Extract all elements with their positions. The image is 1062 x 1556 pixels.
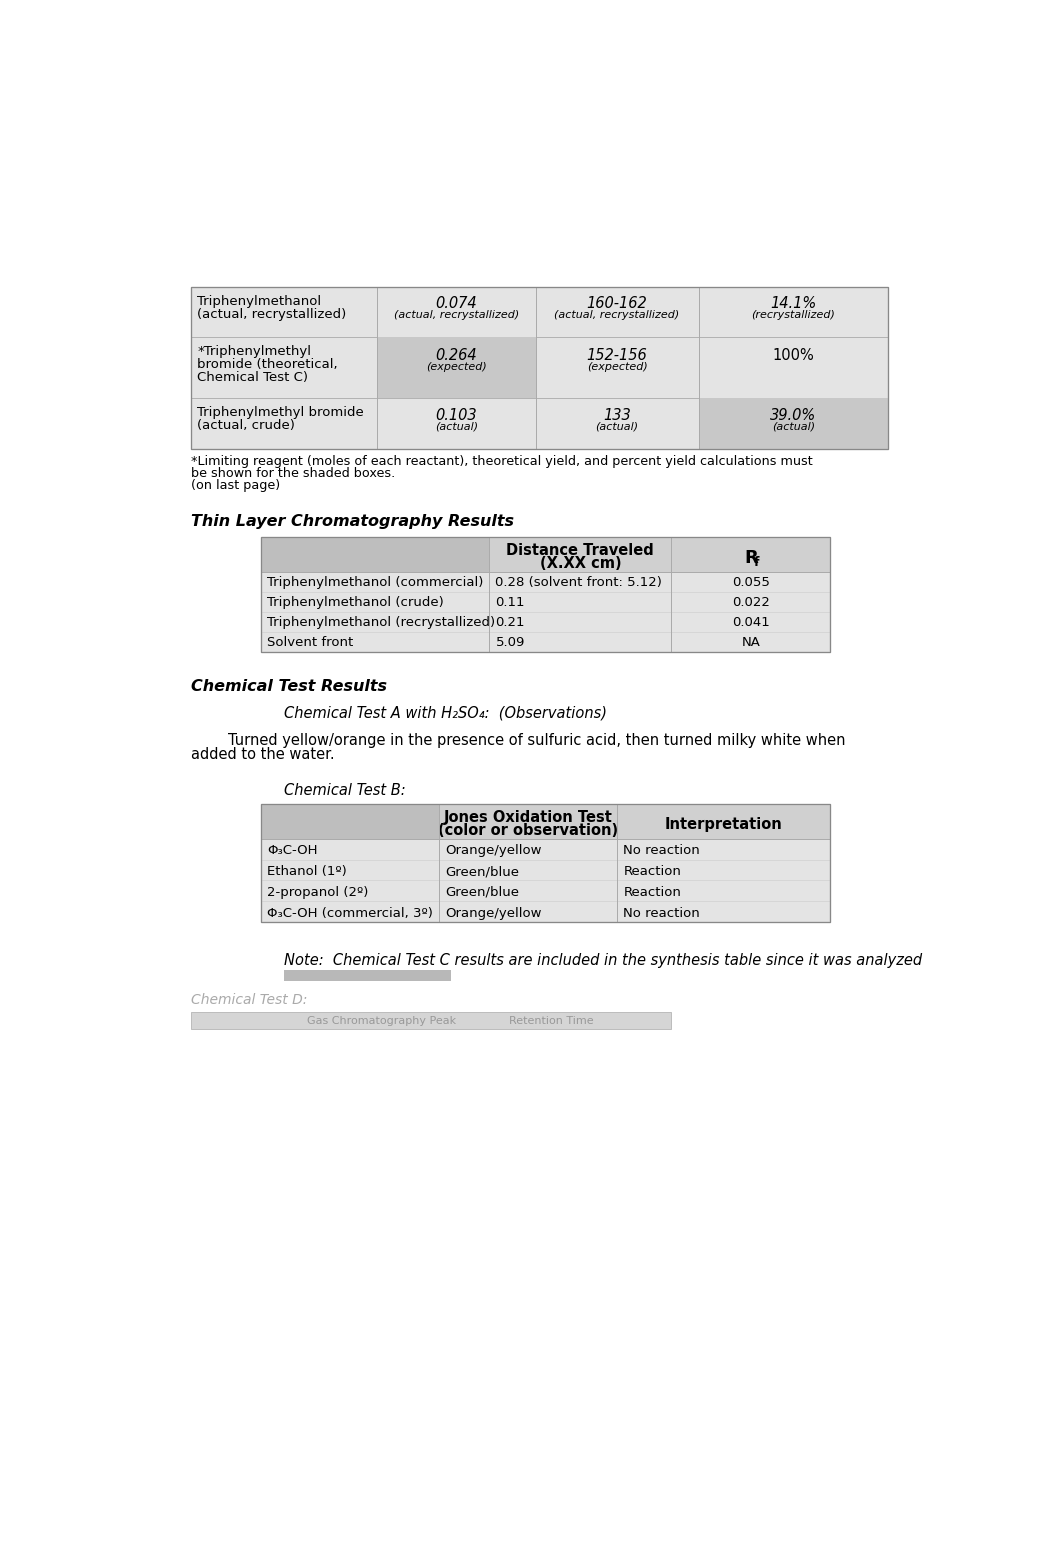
Text: Solvent front: Solvent front bbox=[267, 636, 353, 649]
Text: (expected): (expected) bbox=[426, 363, 486, 372]
Text: 0.103: 0.103 bbox=[435, 408, 477, 423]
Text: NA: NA bbox=[741, 636, 760, 649]
Bar bbox=[191, 286, 889, 448]
Text: 0.055: 0.055 bbox=[732, 576, 770, 590]
Text: Retention Time: Retention Time bbox=[509, 1016, 594, 1025]
Text: Triphenylmethanol (recrystallized): Triphenylmethanol (recrystallized) bbox=[267, 616, 495, 629]
Bar bbox=[260, 537, 830, 652]
Bar bbox=[699, 398, 889, 448]
Text: 100%: 100% bbox=[772, 349, 815, 364]
Text: Note:  Chemical Test C results are included in the synthesis table since it was : Note: Chemical Test C results are includ… bbox=[284, 952, 922, 968]
Text: (on last page): (on last page) bbox=[191, 479, 280, 492]
Bar bbox=[191, 1011, 671, 1029]
Text: 0.264: 0.264 bbox=[435, 349, 477, 364]
Text: No reaction: No reaction bbox=[623, 845, 700, 857]
Text: (actual, recrystallized): (actual, recrystallized) bbox=[198, 308, 346, 321]
Text: Gas Chromatography Peak: Gas Chromatography Peak bbox=[307, 1016, 457, 1025]
Text: 2-propanol (2º): 2-propanol (2º) bbox=[267, 885, 369, 899]
Text: Chemical Test B:: Chemical Test B: bbox=[284, 783, 406, 798]
Text: (actual): (actual) bbox=[434, 422, 478, 431]
Text: 152-156: 152-156 bbox=[586, 349, 648, 364]
Text: Triphenylmethanol: Triphenylmethanol bbox=[198, 294, 321, 308]
Text: 0.21: 0.21 bbox=[496, 616, 525, 629]
Text: Orange/yellow: Orange/yellow bbox=[445, 845, 542, 857]
Text: Turned yellow/orange in the presence of sulfuric acid, then turned milky white w: Turned yellow/orange in the presence of … bbox=[191, 733, 845, 747]
Text: R: R bbox=[744, 549, 758, 568]
Text: Reaction: Reaction bbox=[623, 885, 681, 899]
Text: 5.09: 5.09 bbox=[496, 636, 525, 649]
Text: 0.11: 0.11 bbox=[496, 596, 525, 610]
Text: Chemical Test D:: Chemical Test D: bbox=[191, 993, 307, 1007]
Text: 0.041: 0.041 bbox=[732, 616, 770, 629]
Text: Triphenylmethanol (crude): Triphenylmethanol (crude) bbox=[267, 596, 444, 610]
Text: Triphenylmethyl bromide: Triphenylmethyl bromide bbox=[198, 406, 364, 419]
Text: (color or observation): (color or observation) bbox=[438, 823, 618, 837]
Text: (recrystallized): (recrystallized) bbox=[752, 310, 836, 321]
Text: (actual, recrystallized): (actual, recrystallized) bbox=[394, 310, 519, 321]
Bar bbox=[284, 969, 450, 982]
Text: *Limiting reagent (moles of each reactant), theoretical yield, and percent yield: *Limiting reagent (moles of each reactan… bbox=[191, 454, 812, 468]
Text: (actual, recrystallized): (actual, recrystallized) bbox=[554, 310, 680, 321]
Bar bbox=[191, 286, 889, 448]
Text: Chemical Test Results: Chemical Test Results bbox=[191, 678, 387, 694]
Bar bbox=[260, 537, 490, 571]
Text: Φ₃C-OH: Φ₃C-OH bbox=[267, 845, 318, 857]
Text: Ethanol (1º): Ethanol (1º) bbox=[267, 865, 346, 878]
Text: Triphenylmethanol (commercial): Triphenylmethanol (commercial) bbox=[267, 576, 483, 590]
Bar bbox=[377, 336, 535, 398]
Text: Thin Layer Chromatography Results: Thin Layer Chromatography Results bbox=[191, 513, 514, 529]
Text: (actual): (actual) bbox=[596, 422, 638, 431]
Text: Φ₃C-OH (commercial, 3º): Φ₃C-OH (commercial, 3º) bbox=[267, 907, 432, 920]
Text: *Triphenylmethyl: *Triphenylmethyl bbox=[198, 344, 311, 358]
Bar bbox=[260, 804, 830, 923]
Bar bbox=[260, 537, 830, 571]
Text: No reaction: No reaction bbox=[623, 907, 700, 920]
Text: Green/blue: Green/blue bbox=[445, 865, 519, 878]
Bar bbox=[260, 804, 830, 923]
Text: (actual): (actual) bbox=[772, 422, 815, 431]
Text: 39.0%: 39.0% bbox=[770, 408, 817, 423]
Text: Orange/yellow: Orange/yellow bbox=[445, 907, 542, 920]
Text: 14.1%: 14.1% bbox=[770, 296, 817, 311]
Bar bbox=[260, 804, 439, 839]
Text: Distance Traveled: Distance Traveled bbox=[507, 543, 654, 559]
Text: Green/blue: Green/blue bbox=[445, 885, 519, 899]
Text: Reaction: Reaction bbox=[623, 865, 681, 878]
Text: 0.28 (solvent front: 5.12): 0.28 (solvent front: 5.12) bbox=[496, 576, 663, 590]
Text: (actual, crude): (actual, crude) bbox=[198, 419, 295, 433]
Text: 133: 133 bbox=[603, 408, 631, 423]
Text: Chemical Test C): Chemical Test C) bbox=[198, 370, 308, 384]
Bar bbox=[260, 537, 830, 652]
Text: (expected): (expected) bbox=[586, 363, 648, 372]
Text: 0.074: 0.074 bbox=[435, 296, 477, 311]
Text: 0.022: 0.022 bbox=[732, 596, 770, 610]
Text: Chemical Test A with H₂SO₄:  (Observations): Chemical Test A with H₂SO₄: (Observation… bbox=[284, 706, 606, 720]
Bar bbox=[260, 804, 830, 839]
Text: bromide (theoretical,: bromide (theoretical, bbox=[198, 358, 338, 370]
Text: f: f bbox=[754, 555, 759, 568]
Text: 160-162: 160-162 bbox=[586, 296, 648, 311]
Text: be shown for the shaded boxes.: be shown for the shaded boxes. bbox=[191, 467, 395, 479]
Text: added to the water.: added to the water. bbox=[191, 747, 335, 761]
Text: Interpretation: Interpretation bbox=[665, 817, 783, 832]
Text: (X.XX cm): (X.XX cm) bbox=[539, 555, 621, 571]
Text: Jones Oxidation Test: Jones Oxidation Test bbox=[444, 811, 613, 825]
